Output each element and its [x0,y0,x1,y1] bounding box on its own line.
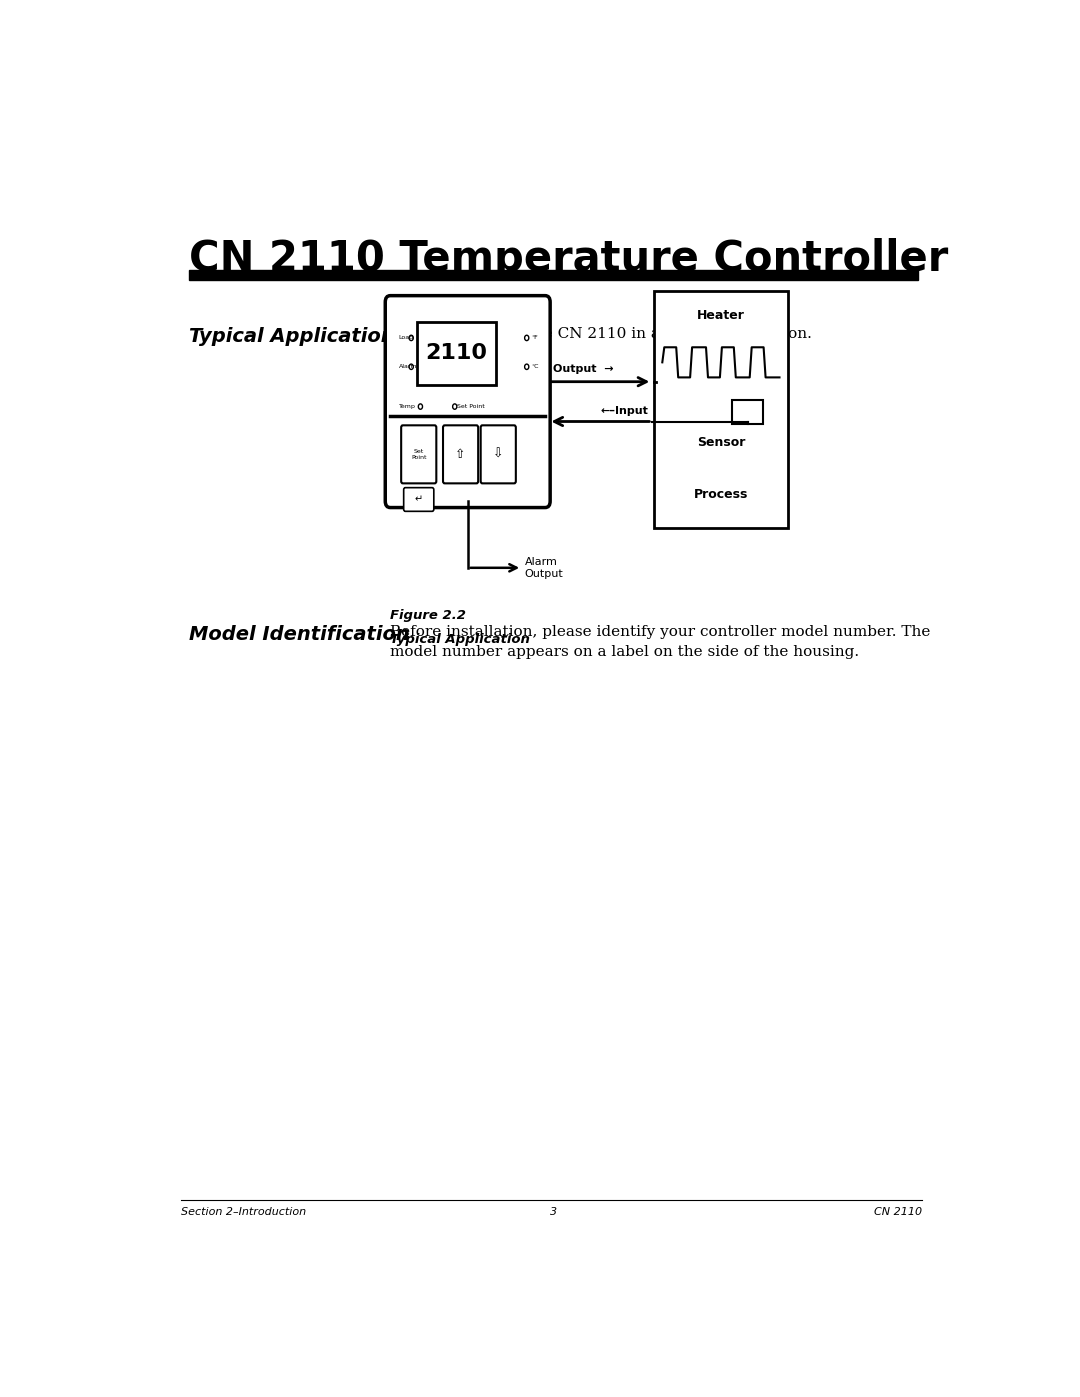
Text: CN 2110: CN 2110 [874,1207,922,1217]
Text: Process: Process [693,489,748,502]
Bar [731,400,764,423]
Text: Heater: Heater [697,309,745,321]
FancyBboxPatch shape [401,425,436,483]
Text: Temp: Temp [399,404,416,409]
FancyBboxPatch shape [443,425,478,483]
FancyBboxPatch shape [386,296,550,507]
Text: 3: 3 [550,1207,557,1217]
Bar [189,270,918,279]
Text: ⇧: ⇧ [456,448,465,461]
Text: Set
Point: Set Point [411,448,427,460]
Text: Typical Application: Typical Application [189,327,395,346]
FancyBboxPatch shape [404,488,434,511]
Text: Before installation, please identify your controller model number. The
model num: Before installation, please identify you… [390,624,931,659]
Text: Set Point: Set Point [457,404,485,409]
Text: Section 2–Introduction: Section 2–Introduction [181,1207,306,1217]
Bar [417,321,496,384]
Text: °C: °C [531,365,539,369]
Text: Typical Application: Typical Application [390,633,530,647]
Text: ←–Input: ←–Input [600,407,648,416]
Text: CN 2110 Temperature Controller: CN 2110 Temperature Controller [189,237,948,279]
Text: ↵: ↵ [415,495,422,504]
Text: Output  →: Output → [553,365,613,374]
Bar [653,292,787,528]
FancyBboxPatch shape [481,425,516,483]
Text: 2110: 2110 [426,344,487,363]
Text: °F: °F [531,335,539,341]
Text: Alarm: Alarm [399,365,417,369]
Text: Sensor: Sensor [697,436,745,450]
Text: Model Identification: Model Identification [189,624,410,644]
Text: Figure 2.2 shows the CN 2110 in a typical application.: Figure 2.2 shows the CN 2110 in a typica… [390,327,812,341]
Text: ⇩: ⇩ [492,448,503,461]
Text: Alarm
Output: Alarm Output [525,556,564,578]
Text: Figure 2.2: Figure 2.2 [390,609,467,622]
Bar [393,309,542,415]
Text: Load: Load [399,335,414,341]
